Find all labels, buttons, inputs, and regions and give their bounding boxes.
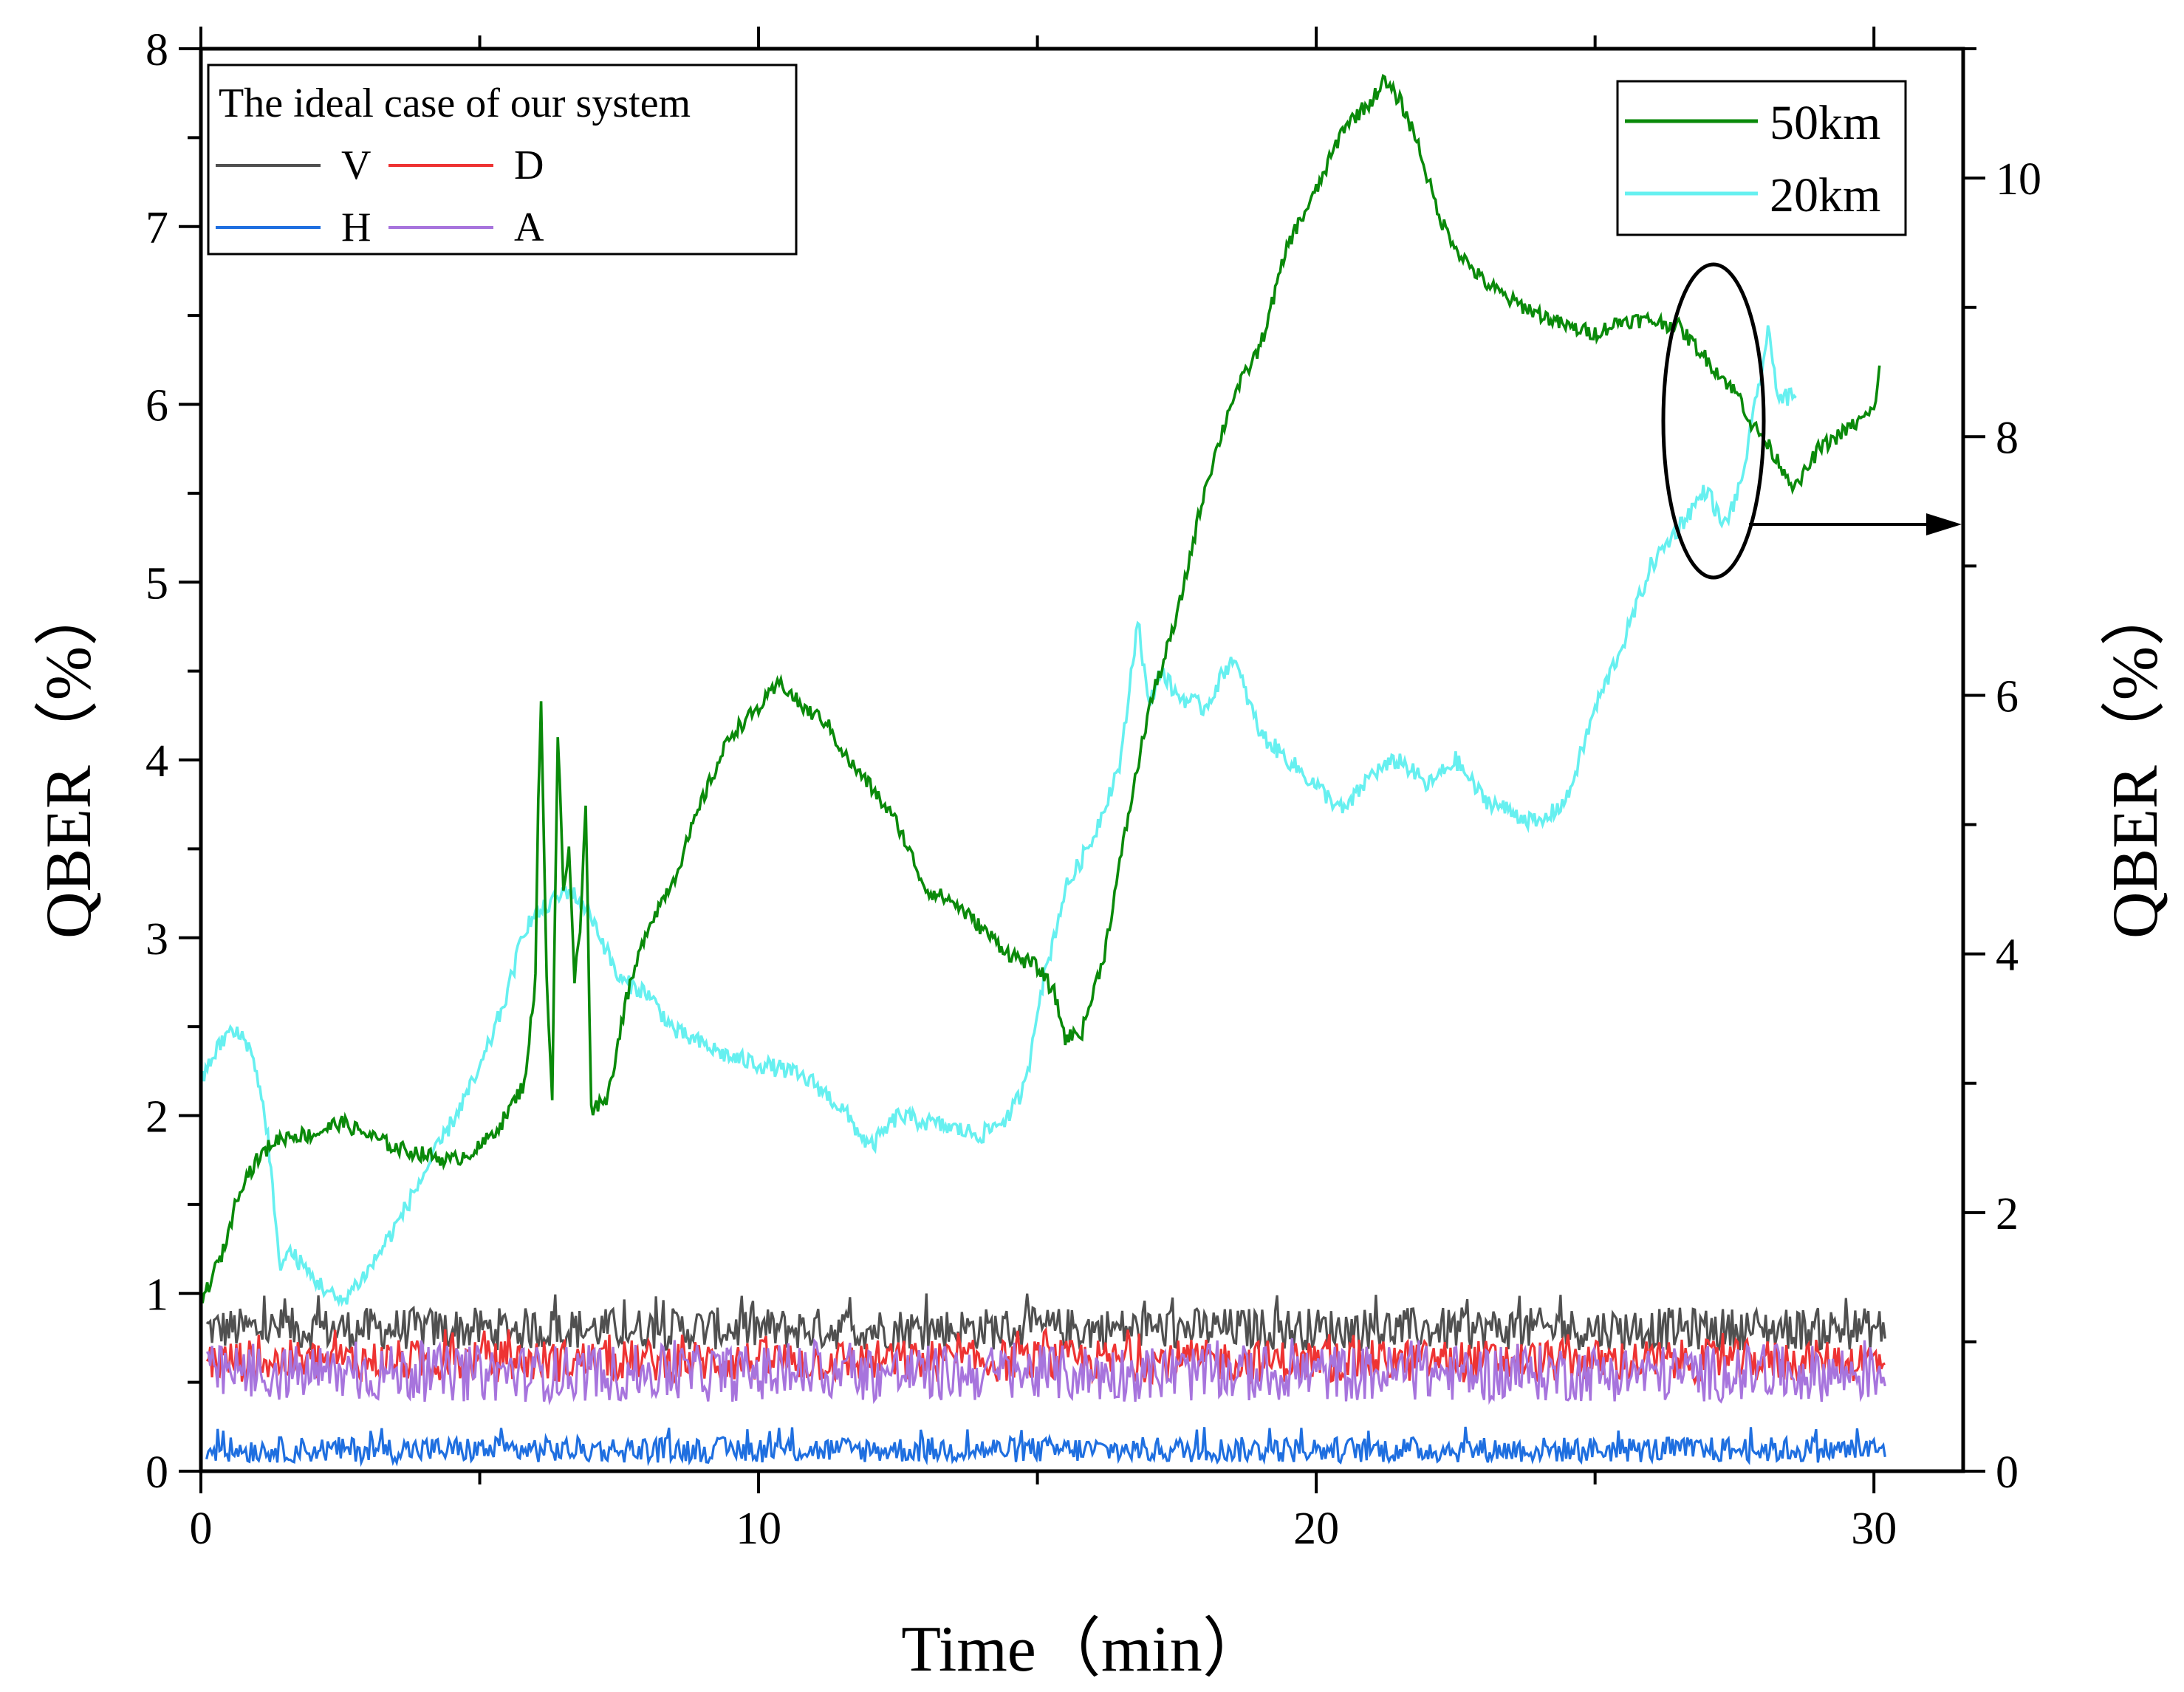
y-left-tick-label: 4 <box>146 736 168 787</box>
series-line-h <box>205 1426 1886 1467</box>
y-axis-right-title: QBER（%） <box>2100 581 2171 939</box>
legend-ideal-title: The ideal case of our system <box>219 81 691 126</box>
x-tick-label: 0 <box>190 1504 213 1554</box>
y-left-tick-label: 7 <box>146 203 168 253</box>
series-line-d <box>206 1326 1886 1386</box>
annotation-arrowhead <box>1926 513 1962 535</box>
legend-label-50km: 50km <box>1770 96 1880 150</box>
y-right-tick-label: 10 <box>1996 154 2041 205</box>
legend-label-d: D <box>514 143 544 188</box>
y-right-tick-label: 6 <box>1996 671 2019 722</box>
y-right-tick-label: 0 <box>1996 1448 2019 1498</box>
x-tick-label: 20 <box>1293 1504 1339 1554</box>
x-tick-label: 10 <box>736 1504 781 1554</box>
series-line-20km <box>199 325 1797 1307</box>
legend-label-20km: 20km <box>1770 168 1880 222</box>
x-tick-label: 30 <box>1851 1504 1897 1554</box>
annotation-ellipse <box>1661 262 1766 580</box>
axis-ticks: 0 10 20 30 0 1 2 3 4 5 6 7 8 0 2 4 6 8 10 <box>146 25 2041 1554</box>
annotation-callout <box>1661 262 1962 580</box>
series-line-a <box>206 1337 1886 1406</box>
y-left-tick-label: 5 <box>146 558 168 609</box>
legend-label-h: H <box>341 205 371 250</box>
y-left-tick-label: 0 <box>146 1448 168 1498</box>
legend-label-a: A <box>514 205 544 250</box>
y-left-tick-label: 6 <box>146 381 168 431</box>
x-axis-title: Time（min） <box>901 1614 1267 1685</box>
legend-distance-box <box>1616 80 1907 236</box>
y-left-tick-label: 3 <box>146 914 168 965</box>
y-left-tick-label: 2 <box>146 1092 168 1143</box>
legend-ideal-box <box>207 64 798 256</box>
legend-distance: 50km 20km <box>1616 80 1907 236</box>
legend-ideal-case: The ideal case of our system V D H A <box>207 64 798 256</box>
y-right-tick-label: 8 <box>1996 413 2019 463</box>
y-axis-left-title: QBER（%） <box>33 581 105 939</box>
legend-label-v: V <box>341 143 371 188</box>
y-right-tick-label: 4 <box>1996 931 2019 981</box>
series-line-50km <box>199 74 1881 1304</box>
plot-frame <box>199 47 1965 1473</box>
y-left-tick-label: 1 <box>146 1270 168 1320</box>
series-line-v <box>205 1293 1886 1353</box>
y-right-tick-label: 2 <box>1996 1189 2019 1239</box>
y-left-tick-label: 8 <box>146 25 168 75</box>
plot-series <box>199 74 1886 1467</box>
